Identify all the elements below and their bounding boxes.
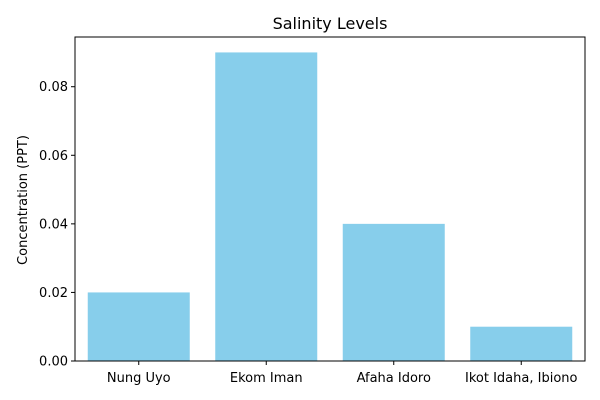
x-tick-label: Nung Uyo [107,371,171,386]
chart-title: Salinity Levels [273,14,388,33]
bar-afaha-idoro [342,223,445,361]
plot-area: 0.00 0.02 0.04 0.06 0.08 Nung Uyo Ekom Iman Afa… [39,36,586,386]
y-tick-label: 0.02 [39,286,68,301]
bar-nung-uyo [87,292,190,361]
x-tick-label: Ikot Idaha, Ibiono [465,371,577,386]
y-tick-label: 0.06 [39,149,68,164]
x-tick-label: Ekom Iman [230,371,303,386]
y-tick-label: 0.04 [39,217,68,232]
x-tick-label: Afaha Idoro [357,371,431,386]
bar-ikot-idaha-ibiono [470,326,573,361]
y-axis-title: Concentration (PPT) [16,135,31,265]
y-tick-label: 0.08 [39,80,68,95]
y-tick-label: 0.00 [39,355,68,370]
plot-frame [74,36,586,362]
bar-ekom-iman [215,52,318,362]
